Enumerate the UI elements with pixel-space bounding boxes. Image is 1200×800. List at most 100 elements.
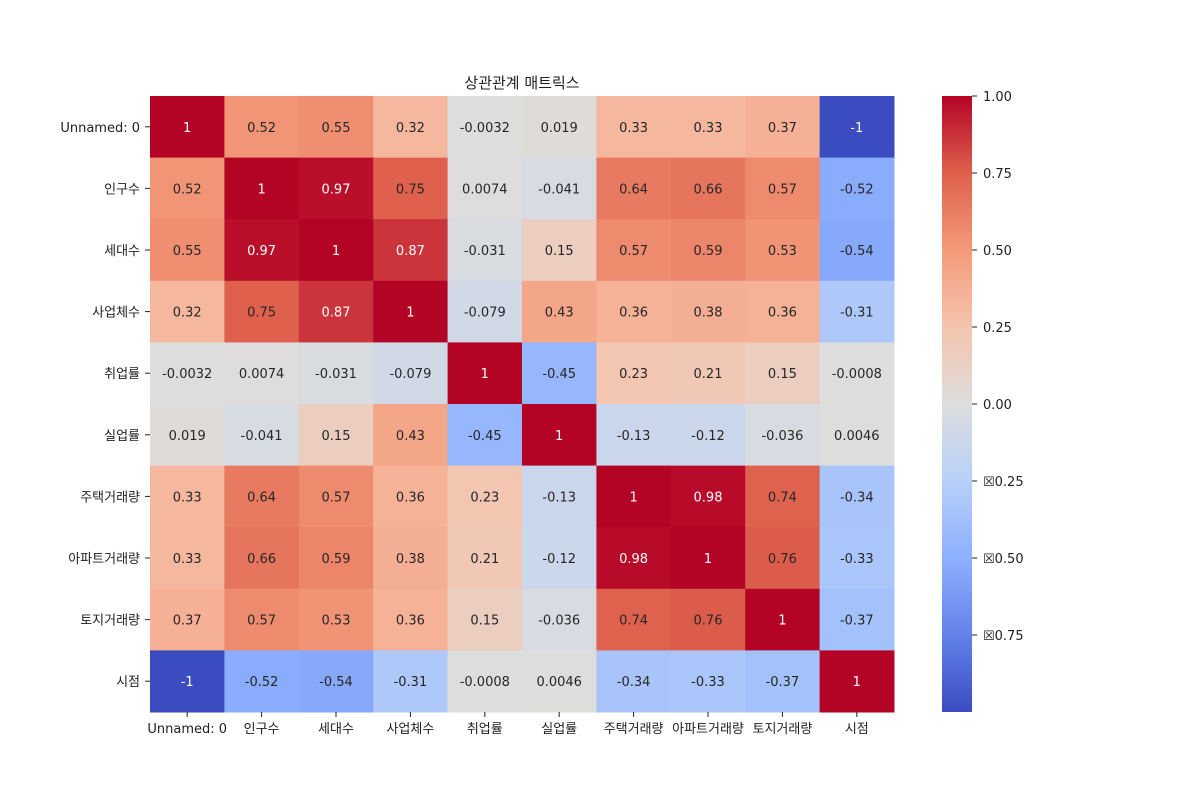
- cell-value-label: 0.74: [619, 614, 648, 629]
- heatmap-cell: [224, 527, 300, 590]
- heatmap-cell: [298, 588, 374, 651]
- heatmap-cell: [447, 157, 523, 220]
- y-tick-label: 토지거래량: [80, 614, 140, 629]
- x-tick-label: 실업률: [541, 722, 577, 737]
- y-tick-label: 사업체수: [92, 306, 140, 321]
- colorbar: 1.00 0.75 0.50 0.25 0.00 ☒0.25 ☒0.50 ☒0.75: [942, 90, 1024, 712]
- cell-value-label: 1: [406, 306, 414, 321]
- cell-value-label: 0.64: [247, 490, 276, 505]
- heatmap-cell: [745, 342, 821, 405]
- heatmap-cell: [298, 342, 374, 405]
- cell-value-label: -0.036: [761, 429, 803, 444]
- heatmap-cell: [447, 527, 523, 590]
- cell-value-label: 1: [629, 490, 637, 505]
- cell-value-label: 0.38: [694, 306, 723, 321]
- heatmap-cell: [298, 527, 374, 590]
- heatmap-cell: [224, 342, 300, 405]
- heatmap-cell: [819, 157, 895, 220]
- heatmap-cell: [596, 219, 672, 282]
- y-tick-label: 인구수: [104, 182, 140, 197]
- cell-value-label: 0.87: [322, 306, 351, 321]
- x-tick-label: 인구수: [244, 722, 280, 737]
- heatmap-cell: [522, 527, 597, 590]
- cell-value-label: -0.0008: [832, 367, 882, 382]
- heatmap-cell: [373, 342, 449, 405]
- y-tick-label: 실업률: [104, 429, 140, 444]
- heatmap-cell: [670, 588, 746, 651]
- y-tick-label: 아파트거래량: [68, 552, 140, 567]
- x-tick-label: 주택거래량: [604, 722, 664, 737]
- cell-value-label: 0.37: [173, 614, 202, 629]
- heatmap-cell: [373, 588, 449, 651]
- cell-value-label: 0.36: [396, 490, 425, 505]
- x-tick-label: 아파트거래량: [672, 722, 744, 737]
- heatmap-cell: [150, 650, 225, 713]
- colorbar-tick-label: 0.75: [983, 167, 1012, 182]
- heatmap-cell: [670, 280, 746, 343]
- cell-value-label: 0.75: [396, 182, 425, 197]
- cell-value-label: 0.32: [396, 121, 425, 136]
- heatmap-cell: [447, 96, 523, 159]
- heatmap-cell: [373, 157, 449, 220]
- heatmap-cell: [447, 404, 523, 467]
- heatmap-cell: [670, 157, 746, 220]
- heatmap-cell: [224, 650, 300, 713]
- heatmap-cell: [745, 404, 821, 467]
- heatmap-cell: [670, 96, 746, 159]
- heatmap-cell: [596, 280, 672, 343]
- heatmap-cell: [596, 465, 672, 528]
- cell-value-label: 0.75: [247, 306, 276, 321]
- heatmap-cell: [596, 404, 672, 467]
- cell-value-label: 0.0046: [536, 675, 582, 690]
- heatmap-cell: [447, 342, 523, 405]
- cell-value-label: 0.97: [247, 244, 276, 259]
- heatmap-cell: [373, 404, 449, 467]
- x-tick-label: 세대수: [318, 722, 354, 737]
- heatmap-cell: [596, 588, 672, 651]
- cell-value-label: 0.59: [322, 552, 351, 567]
- cell-value-label: 0.57: [247, 614, 276, 629]
- cell-value-label: -0.52: [840, 182, 874, 197]
- cell-value-label: 0.98: [694, 490, 723, 505]
- heatmap-cell: [596, 96, 672, 159]
- heatmap-cell: [298, 650, 374, 713]
- heatmap-cell: [224, 588, 300, 651]
- heatmap-cell: [150, 280, 225, 343]
- heatmap-cell: [373, 527, 449, 590]
- cell-value-label: -0.12: [691, 429, 725, 444]
- heatmap-cell: [224, 157, 300, 220]
- heatmap-cell: [298, 96, 374, 159]
- cell-value-label: -0.31: [394, 675, 428, 690]
- colorbar-tick-label: 1.00: [983, 90, 1012, 105]
- y-tick-label: 시점: [116, 675, 140, 690]
- heatmap-cell: [373, 465, 449, 528]
- cell-value-label: 1: [257, 182, 265, 197]
- cell-value-label: 0.36: [768, 306, 797, 321]
- heatmap-cell: [373, 96, 449, 159]
- heatmap-cell: [150, 96, 225, 159]
- cell-value-label: 0.0046: [834, 429, 880, 444]
- cell-value-label: 1: [332, 244, 340, 259]
- heatmap-cell: [447, 465, 523, 528]
- cell-value-label: -0.54: [319, 675, 353, 690]
- cell-value-label: 0.57: [768, 182, 797, 197]
- heatmap-cell: [224, 280, 300, 343]
- colorbar-tick-label: ☒0.50: [983, 552, 1024, 567]
- cell-value-label: -0.12: [542, 552, 576, 567]
- colorbar-tick-label: ☒0.75: [983, 629, 1024, 644]
- heatmap-cell: [819, 96, 895, 159]
- heatmap-cell: [819, 465, 895, 528]
- cell-value-label: 0.21: [694, 367, 723, 382]
- cell-value-label: -0.13: [542, 490, 576, 505]
- y-axis: Unnamed: 0 인구수세대수사업체수취업률실업률주택거래량아파트거래량토지거…: [60, 121, 150, 690]
- heatmap-cell: [670, 650, 746, 713]
- cell-value-label: 0.66: [694, 182, 723, 197]
- heatmap-cell: [150, 465, 225, 528]
- heatmap-cell: [447, 219, 523, 282]
- cell-value-label: 0.97: [322, 182, 351, 197]
- heatmap-cell: [596, 342, 672, 405]
- x-tick-label: 시점: [845, 722, 869, 737]
- cell-value-label: 0.36: [619, 306, 648, 321]
- cell-value-label: 0.57: [322, 490, 351, 505]
- heatmap-cell: [447, 588, 523, 651]
